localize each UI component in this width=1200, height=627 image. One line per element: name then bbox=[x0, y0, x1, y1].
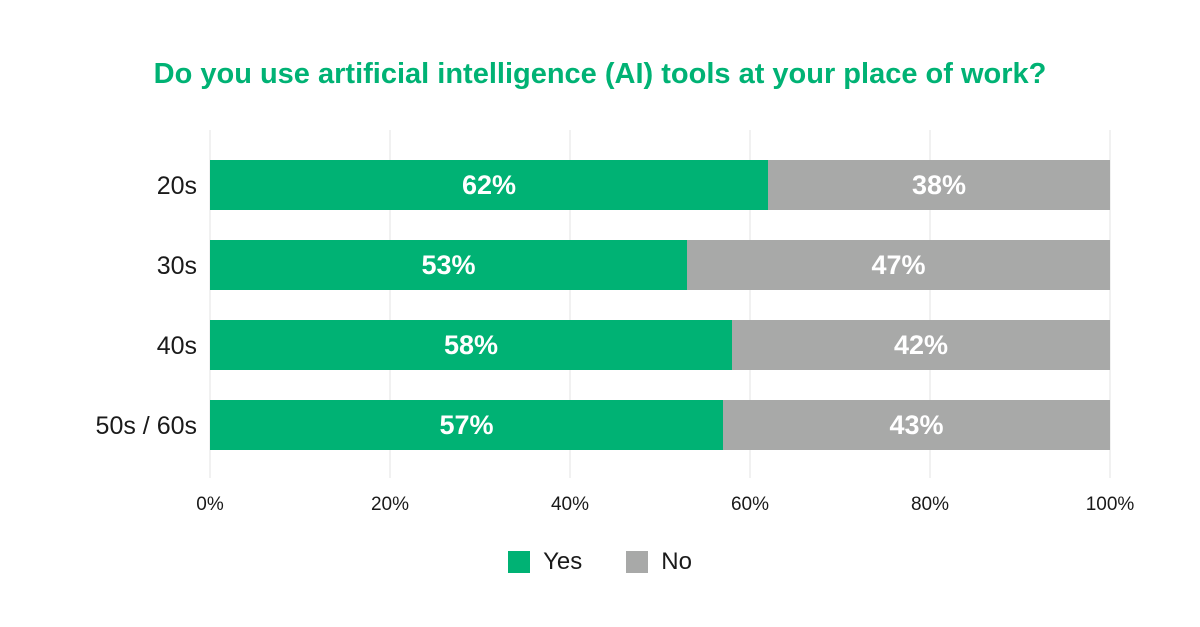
legend-swatch-yes bbox=[508, 551, 531, 573]
bar-data-label: 57% bbox=[439, 410, 493, 440]
bar-data-label: 62% bbox=[462, 170, 516, 200]
bar-data-label: 58% bbox=[444, 330, 498, 360]
chart-title: Do you use artificial intelligence (AI) … bbox=[153, 58, 1047, 90]
bar-segment-yes bbox=[210, 400, 723, 450]
bar-segment-yes bbox=[210, 160, 768, 210]
x-tick-label: 60% bbox=[731, 494, 769, 515]
x-tick-label: 40% bbox=[551, 494, 589, 515]
bar-data-label: 53% bbox=[421, 250, 475, 280]
category-label: 40s bbox=[157, 332, 197, 360]
legend-item-no: No bbox=[626, 548, 692, 576]
category-label: 30s bbox=[157, 252, 197, 280]
x-tick-label: 20% bbox=[371, 494, 409, 515]
bar-segment-yes bbox=[210, 320, 732, 370]
legend: Yes No bbox=[0, 548, 1200, 576]
category-axis-labels: 20s 30s 40s 50s / 60s bbox=[96, 172, 197, 440]
data-labels: 62% 38% 53% 47% 58% 42% 57% 43% bbox=[421, 170, 966, 440]
x-tick-label: 0% bbox=[196, 494, 224, 515]
bar-data-label: 42% bbox=[894, 330, 948, 360]
bar-data-label: 47% bbox=[871, 250, 925, 280]
bar-data-label: 43% bbox=[889, 410, 943, 440]
bars bbox=[210, 160, 1110, 450]
category-label: 20s bbox=[157, 172, 197, 200]
category-label: 50s / 60s bbox=[96, 412, 197, 440]
legend-label-no: No bbox=[661, 548, 692, 575]
bar-segment-no bbox=[687, 240, 1110, 290]
x-tick-label: 100% bbox=[1086, 494, 1135, 515]
bar-segment-no bbox=[723, 400, 1110, 450]
legend-label-yes: Yes bbox=[543, 548, 583, 575]
legend-item-yes: Yes bbox=[508, 548, 582, 576]
bar-data-label: 38% bbox=[912, 170, 966, 200]
bar-segment-no bbox=[732, 320, 1110, 370]
bar-segment-yes bbox=[210, 240, 687, 290]
legend-swatch-no bbox=[626, 551, 649, 573]
bar-segment-no bbox=[768, 160, 1110, 210]
x-axis-tick-labels: 0% 20% 40% 60% 80% 100% bbox=[196, 494, 1134, 515]
x-tick-label: 80% bbox=[911, 494, 949, 515]
